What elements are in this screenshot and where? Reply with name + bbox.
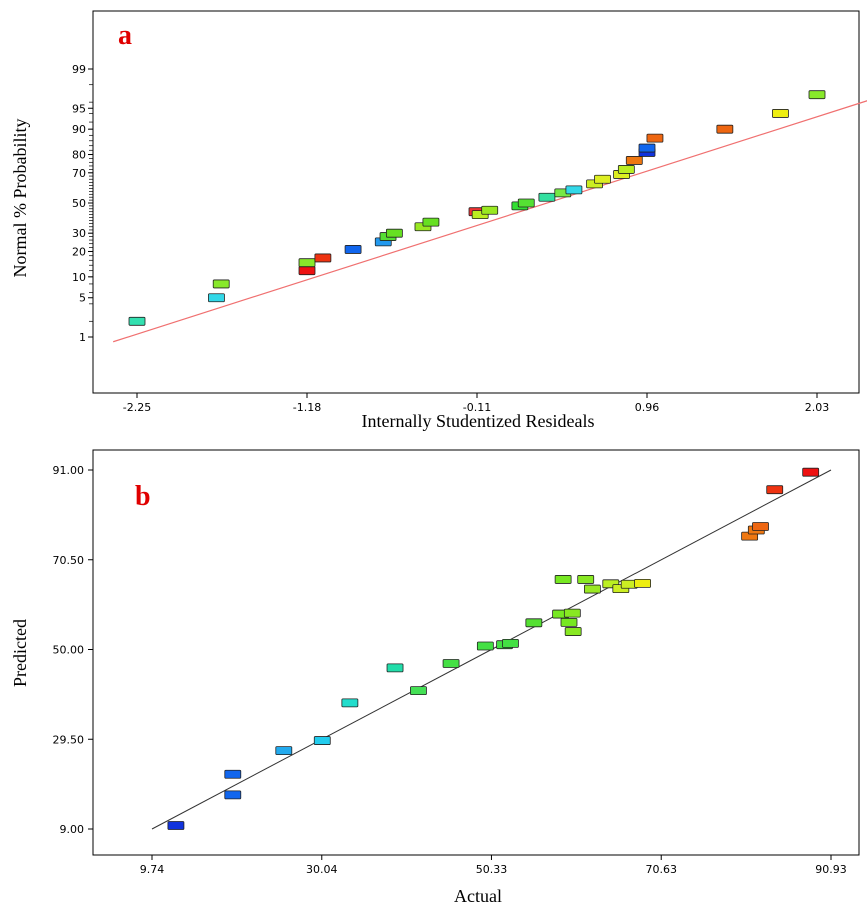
panel-b-y-tick-label: 70.50 bbox=[53, 554, 85, 567]
panel-b-data-point bbox=[525, 618, 543, 628]
panel-b-data-point bbox=[476, 641, 494, 651]
panel-b-data-point bbox=[386, 663, 404, 673]
panel-a-data-point bbox=[517, 198, 535, 208]
panel-b-y-tick-label: 91.00 bbox=[53, 464, 85, 477]
panel-a-x-label: Internally Studentized Resideals bbox=[362, 411, 595, 431]
panel-b-data-point bbox=[634, 578, 651, 588]
panel-a-data-point bbox=[716, 124, 734, 134]
panel-b-data-point bbox=[563, 608, 581, 618]
panel-b-y-tick-label: 9.00 bbox=[60, 823, 85, 836]
panel-b-y-tick-label: 50.00 bbox=[53, 644, 85, 657]
panel-a-data-point bbox=[385, 228, 403, 238]
panel-b-data-point bbox=[313, 736, 331, 745]
panel-b-data-point bbox=[560, 617, 578, 627]
panel-a-x-tick-label: -0.11 bbox=[463, 401, 491, 414]
panel-b-x-ticks: 9.74 30.04 50.33 70.63 90.93 bbox=[140, 855, 847, 876]
panel-b-data-point bbox=[410, 686, 427, 696]
panel-a-x-tick-label: -2.25 bbox=[123, 401, 151, 414]
panel-a-y-tick-label: 20 bbox=[72, 245, 86, 258]
panel-b-x-tick-label: 9.74 bbox=[140, 863, 165, 876]
panel-b-data-point bbox=[341, 698, 359, 708]
panel-a-x-ticks: -2.25 -1.18 -0.11 0.96 2.03 bbox=[123, 393, 829, 414]
panel-a-fit-line bbox=[112, 100, 867, 343]
panel-b-y-tick-label: 29.50 bbox=[53, 733, 85, 746]
panel-a-data-point bbox=[538, 192, 556, 202]
panel-a-y-ticks: 1 5 10 20 30 50 70 80 90 95 99 bbox=[72, 63, 93, 344]
panel-a-data-point bbox=[212, 279, 230, 289]
panel-b-plot-area bbox=[92, 449, 860, 856]
panel-a-x-tick-label: 2.03 bbox=[805, 401, 830, 414]
panel-b-data-point bbox=[442, 659, 460, 668]
panel-b-data-point bbox=[502, 638, 519, 648]
panel-a-points bbox=[128, 90, 826, 326]
panel-b-data-point bbox=[766, 485, 784, 495]
panel-a-y-tick-label: 90 bbox=[72, 123, 86, 136]
panel-b-data-point bbox=[167, 821, 185, 830]
panel-a-data-point bbox=[594, 174, 611, 184]
panel-b-x-tick-label: 90.93 bbox=[815, 863, 847, 876]
panel-a-y-tick-label: 10 bbox=[72, 271, 86, 284]
panel-b-y-ticks: 9.00 29.50 50.00 70.50 91.00 bbox=[53, 464, 93, 836]
panel-a-data-point bbox=[617, 165, 635, 174]
panel-a-y-tick-label: 95 bbox=[72, 102, 86, 115]
panel-a-y-tick-label: 70 bbox=[72, 167, 86, 180]
panel-b-y-label: Predicted bbox=[10, 619, 30, 687]
panel-b: b Actual Predicted 9.74 30.04 50.33 70.63 90… bbox=[10, 449, 860, 906]
panel-b-x-label: Actual bbox=[454, 886, 502, 906]
panel-b-data-point bbox=[584, 584, 601, 594]
panel-b-x-tick-label: 30.04 bbox=[306, 863, 338, 876]
panel-a-minor-ticks bbox=[89, 84, 93, 322]
panel-a-y-tick-label: 1 bbox=[79, 331, 86, 344]
panel-a-data-point bbox=[422, 217, 440, 227]
panel-a-y-tick-label: 5 bbox=[79, 292, 86, 305]
panel-a-data-point bbox=[314, 253, 332, 263]
panel-a-x-tick-label: -1.18 bbox=[293, 401, 321, 414]
panel-a-data-point bbox=[638, 143, 656, 153]
panel-a-data-point bbox=[481, 205, 499, 215]
panel-a-data-point bbox=[128, 316, 146, 326]
panel-a-data-point bbox=[646, 133, 664, 143]
panel-a-y-tick-label: 30 bbox=[72, 227, 86, 240]
panel-b-data-point bbox=[577, 575, 595, 584]
panel-b-letter: b bbox=[135, 481, 151, 512]
panel-b-x-tick-label: 50.33 bbox=[476, 863, 508, 876]
panel-a-data-point bbox=[298, 258, 316, 268]
panel-a-reference-line bbox=[112, 100, 867, 343]
panel-a-data-point bbox=[625, 156, 643, 165]
panel-a-data-point bbox=[298, 266, 316, 276]
panel-a-y-tick-label: 50 bbox=[72, 197, 86, 210]
panel-b-x-tick-label: 70.63 bbox=[645, 863, 677, 876]
panel-a-data-point bbox=[344, 245, 362, 254]
panel-b-data-point bbox=[554, 575, 572, 584]
panel-b-data-point bbox=[275, 746, 293, 756]
panel-b-data-point bbox=[752, 522, 769, 531]
panel-b-data-point bbox=[224, 790, 242, 800]
panel-a-letter: a bbox=[118, 20, 132, 51]
panel-a-plot-area bbox=[92, 10, 860, 394]
panel-a-data-point bbox=[808, 90, 826, 100]
panel-a-y-tick-label: 80 bbox=[72, 149, 86, 162]
panel-a-data-point bbox=[565, 185, 583, 195]
panel-b-points bbox=[167, 467, 820, 830]
panel-a: a Internally Studentized Resideals Norma… bbox=[10, 10, 867, 431]
panel-a-x-tick-label: 0.96 bbox=[635, 401, 660, 414]
panel-b-data-point bbox=[224, 769, 242, 779]
panel-a-data-point bbox=[772, 109, 789, 118]
panel-a-y-label: Normal % Probability bbox=[10, 119, 30, 278]
panel-b-data-point bbox=[564, 627, 582, 636]
panel-b-data-point bbox=[802, 467, 820, 477]
panel-a-data-point bbox=[208, 293, 225, 303]
panel-a-y-tick-label: 99 bbox=[72, 63, 86, 76]
